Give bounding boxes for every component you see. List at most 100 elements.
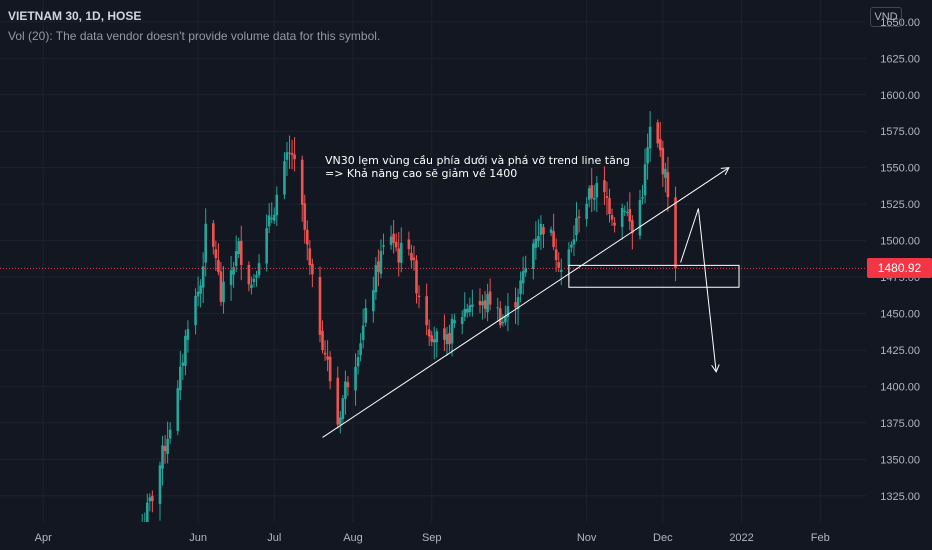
candle-body <box>656 122 660 144</box>
candle-body <box>179 366 182 391</box>
candle-body <box>628 209 632 222</box>
candle-body <box>504 316 507 323</box>
candle-body <box>661 147 665 175</box>
candle-body <box>539 223 543 235</box>
candle-body <box>217 260 220 273</box>
y-tick-label: 1575.00 <box>880 126 920 138</box>
candle-body <box>222 281 225 303</box>
trend-line <box>322 167 730 438</box>
candle-body <box>326 356 329 360</box>
x-tick-label: Dec <box>653 532 673 544</box>
candle-body <box>430 335 434 342</box>
candle-body <box>623 210 627 212</box>
candle-body <box>410 252 413 261</box>
candle-body <box>341 398 345 420</box>
candle-body <box>305 229 309 245</box>
candle-body <box>524 267 527 273</box>
y-tick-label: 1325.00 <box>880 491 920 503</box>
candle-body <box>648 126 652 149</box>
candle-body <box>412 257 416 261</box>
candle-body <box>196 291 200 297</box>
candle-body <box>288 152 291 154</box>
candle-body <box>534 238 538 248</box>
candle-body <box>377 261 380 272</box>
candle-body <box>559 269 563 272</box>
candle-body <box>168 429 172 439</box>
volume-note: Vol (20): The data vendor doesn't provid… <box>8 29 381 43</box>
candle-body <box>339 417 342 425</box>
candle-body <box>415 260 418 294</box>
candle-body <box>239 240 243 265</box>
x-tick-label: Jul <box>267 532 281 544</box>
candle-body <box>498 308 502 326</box>
candle-body <box>311 263 314 275</box>
candle-body <box>392 233 395 243</box>
y-tick-label: 1600.00 <box>880 90 920 102</box>
candle-body <box>354 366 357 391</box>
x-tick-label: Feb <box>811 532 830 544</box>
candle-body <box>471 304 474 307</box>
y-tick-label: 1550.00 <box>880 163 920 175</box>
candle-body <box>448 333 451 345</box>
candle-body <box>374 265 378 293</box>
y-tick-label: 1650.00 <box>880 17 920 29</box>
annotation-line-2: => Khả năng cao sẽ giảm về 1400 <box>325 167 518 180</box>
candle-body <box>290 153 294 155</box>
candle-body <box>542 227 545 235</box>
candle-body <box>585 203 588 220</box>
last-price-label: 1480.92 <box>867 258 932 279</box>
candle-body <box>293 154 296 160</box>
candle-body <box>631 220 634 234</box>
candle-body <box>516 297 520 310</box>
candle-body <box>382 245 385 247</box>
candle-body <box>255 275 258 278</box>
candle-body <box>552 231 555 248</box>
candle-body <box>610 215 614 220</box>
candle-body <box>445 334 449 345</box>
candle-body <box>372 290 375 312</box>
candle-body <box>300 159 304 205</box>
candle-body <box>595 183 599 198</box>
candle-body <box>356 357 360 367</box>
y-tick-label: 1625.00 <box>880 53 920 65</box>
y-tick-label: 1400.00 <box>880 381 920 393</box>
candle-body <box>521 271 525 284</box>
candle-body <box>519 280 522 294</box>
y-tick-label: 1425.00 <box>880 345 920 357</box>
candle-body <box>379 250 383 274</box>
candle-body <box>161 445 164 469</box>
symbol-title[interactable]: VIETNAM 30, 1D, HOSE <box>8 9 142 23</box>
candle-body <box>587 188 591 200</box>
currency-badge[interactable]: VND <box>870 7 902 27</box>
time-axis[interactable]: Apr Jun Jul Aug Sep Nov Dec 2022 Feb <box>0 522 932 550</box>
candle-body <box>554 249 558 261</box>
candle-body <box>488 291 492 305</box>
candle-body <box>435 331 439 343</box>
candles <box>140 111 677 538</box>
candle-body <box>643 164 647 196</box>
candle-body <box>501 321 505 324</box>
candle-body <box>318 276 322 335</box>
candle-body <box>364 308 368 323</box>
legend-header: VIETNAM 30, 1D, HOSE Vol (20): The data … <box>8 8 380 44</box>
candle-body <box>257 263 261 276</box>
annotation-text[interactable]: VN30 lẹm vùng cầu phía dưới và phá vỡ tr… <box>325 154 630 180</box>
candle-body <box>486 293 489 313</box>
candle-body <box>151 495 154 502</box>
candle-body <box>592 197 596 200</box>
candle-body <box>389 236 393 245</box>
candle-body <box>166 438 169 454</box>
candle-body <box>570 244 573 248</box>
candle-body <box>267 215 271 227</box>
candle-body <box>359 343 362 356</box>
candle-body <box>181 362 185 366</box>
candle-body <box>664 168 667 178</box>
y-tick-label: 1450.00 <box>880 308 920 320</box>
candle-body <box>272 214 276 221</box>
candle-body <box>270 217 274 220</box>
candle-body <box>323 352 327 355</box>
grid-lines <box>0 0 866 522</box>
x-tick-label: Nov <box>577 532 597 544</box>
candle-body <box>532 243 535 269</box>
